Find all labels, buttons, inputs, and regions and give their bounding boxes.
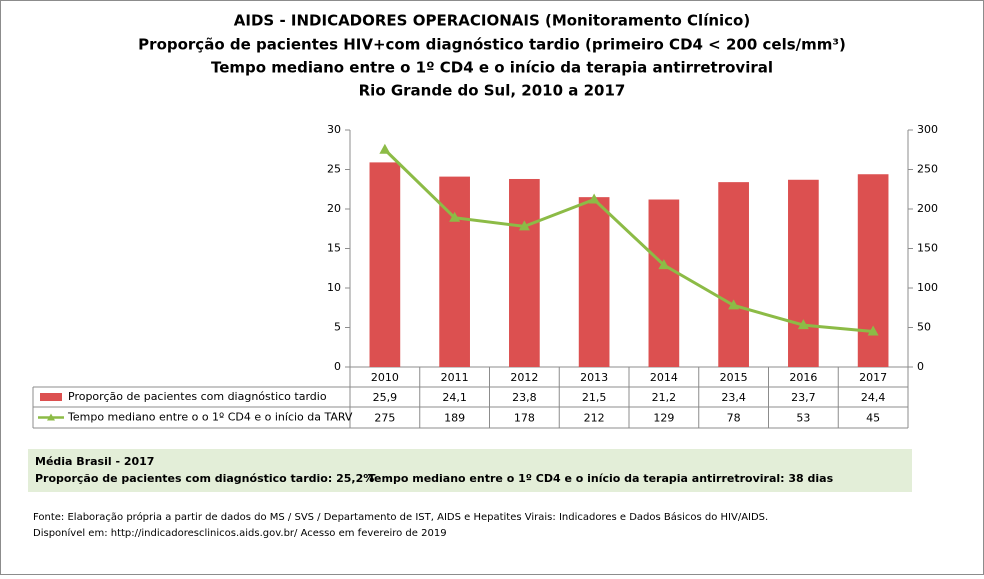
table-value: 189 [444,412,465,425]
y2-tick-label: 300 [917,123,938,136]
x-tick-label: 2010 [371,371,399,384]
y-tick-label: 0 [334,360,341,373]
marker [588,193,600,204]
legend-label: Tempo mediano entre o o 1º CD4 e o iníci… [67,411,353,424]
x-tick-label: 2016 [789,371,817,384]
y2-tick-label: 100 [917,281,938,294]
table-value: 23,4 [721,391,746,404]
note-title: Média Brasil - 2017 [35,455,154,468]
y-tick-label: 15 [327,242,341,255]
x-tick-label: 2012 [510,371,538,384]
chart-subtitle: Proporção de pacientes HIV+com diagnósti… [138,36,846,54]
table-value: 178 [514,412,535,425]
bar [509,178,540,367]
table-value: 24,1 [442,391,467,404]
bar [788,179,819,367]
y-tick-label: 25 [327,163,341,176]
chart-subtitle: Tempo mediano entre o 1º CD4 e o início … [211,59,773,77]
x-tick-label: 2015 [720,371,748,384]
y-tick-label: 10 [327,281,341,294]
marker [867,325,879,336]
marker [379,143,391,154]
y2-tick-label: 250 [917,163,938,176]
table-value: 24,4 [861,391,886,404]
line [383,148,874,333]
table-value: 212 [584,412,605,425]
x-tick-label: 2017 [859,371,887,384]
source: Fonte: Elaboração própria a partir de da… [33,511,768,523]
legend-label: Proporção de pacientes com diagnóstico t… [68,390,327,403]
y2-tick-label: 150 [917,242,938,255]
y2-tick-label: 50 [917,321,931,334]
table-value: 45 [866,412,880,425]
y2-tick-label: 200 [917,202,938,215]
table-value: 23,7 [791,391,816,404]
marker [658,259,670,270]
table-value: 275 [374,412,395,425]
marker [518,220,530,231]
marker [797,319,809,330]
note-item: Proporção de pacientes com diagnóstico t… [35,472,374,485]
legend-key [40,393,62,401]
note-box [28,449,912,492]
bar [578,197,610,367]
source: Disponível em: http://indicadoresclinico… [33,527,447,539]
y-tick-label: 30 [327,123,341,136]
note-item: Tempo mediano entre o 1º CD4 e o início … [368,472,834,485]
y-tick-label: 5 [334,321,341,334]
y-tick-label: 20 [327,202,341,215]
bar [648,199,680,367]
legend-key [47,413,55,421]
x-tick-label: 2011 [441,371,469,384]
bar [718,182,749,367]
table-value: 21,2 [652,391,677,404]
bar [369,162,401,367]
chart-title: AIDS - INDICADORES OPERACIONAIS (Monitor… [234,12,750,30]
y2-tick-label: 0 [917,360,924,373]
table-value: 23,8 [512,391,537,404]
table-value: 78 [727,412,741,425]
table-value: 53 [796,412,810,425]
table-value: 129 [653,412,674,425]
table-value: 25,9 [373,391,398,404]
bar [857,174,889,367]
table-value: 21,5 [582,391,607,404]
x-tick-label: 2014 [650,371,678,384]
marker [449,211,461,222]
x-tick-label: 2013 [580,371,608,384]
chart-subtitle: Rio Grande do Sul, 2010 a 2017 [359,82,626,100]
marker [728,299,740,310]
